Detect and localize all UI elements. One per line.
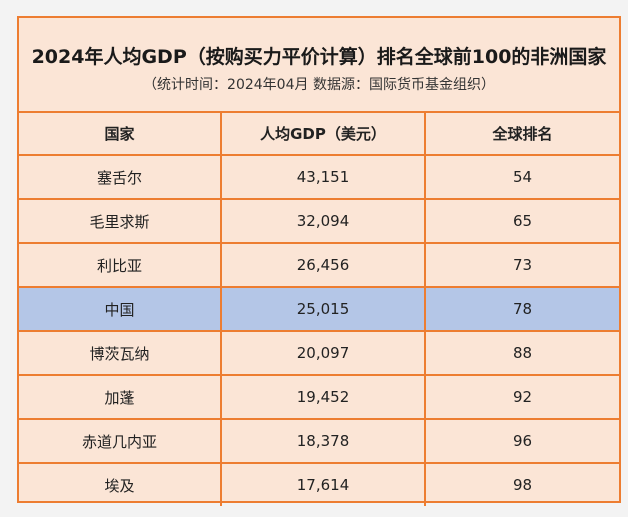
- column-header-rank: 全球排名: [424, 113, 619, 156]
- rank-cell: 54: [424, 154, 619, 200]
- gdp-cell: 32,094: [220, 198, 426, 244]
- table-row: 博茨瓦纳 20,097 88: [19, 330, 619, 376]
- rank-cell: 98: [424, 462, 619, 506]
- rank-cell: 65: [424, 198, 619, 244]
- gdp-cell: 20,097: [220, 330, 426, 376]
- gdp-cell: 18,378: [220, 418, 426, 464]
- rank-cell: 88: [424, 330, 619, 376]
- title-block: 2024年人均GDP（按购买力平价计算）排名全球前100的非洲国家 （统计时间：…: [19, 18, 619, 113]
- gdp-cell: 26,456: [220, 242, 426, 288]
- table-subtitle: （统计时间：2024年04月 数据源：国际货币基金组织）: [143, 77, 495, 93]
- rank-cell: 78: [424, 286, 619, 332]
- country-cell: 埃及: [19, 462, 222, 506]
- table-row-highlighted: 中国 25,015 78: [19, 286, 619, 332]
- table-row: 塞舌尔 43,151 54: [19, 154, 619, 200]
- country-cell: 毛里求斯: [19, 198, 222, 244]
- table-row: 赤道几内亚 18,378 96: [19, 418, 619, 464]
- gdp-cell: 25,015: [220, 286, 426, 332]
- table-row: 毛里求斯 32,094 65: [19, 198, 619, 244]
- table-row: 利比亚 26,456 73: [19, 242, 619, 288]
- gdp-cell: 17,614: [220, 462, 426, 506]
- gdp-ranking-table: 国家 人均GDP（美元） 全球排名 塞舌尔 43,151 54 毛里求斯 32,…: [19, 113, 619, 506]
- country-cell: 加蓬: [19, 374, 222, 420]
- gdp-cell: 43,151: [220, 154, 426, 200]
- country-cell: 赤道几内亚: [19, 418, 222, 464]
- country-cell: 中国: [19, 286, 222, 332]
- country-cell: 利比亚: [19, 242, 222, 288]
- table-row: 加蓬 19,452 92: [19, 374, 619, 420]
- column-header-country: 国家: [19, 113, 222, 156]
- rank-cell: 73: [424, 242, 619, 288]
- column-header-gdp: 人均GDP（美元）: [220, 113, 426, 156]
- ranking-table-sheet: 2024年人均GDP（按购买力平价计算）排名全球前100的非洲国家 （统计时间：…: [17, 16, 621, 506]
- gdp-cell: 19,452: [220, 374, 426, 420]
- country-cell: 塞舌尔: [19, 154, 222, 200]
- header-row: 国家 人均GDP（美元） 全球排名: [19, 113, 619, 156]
- table-row: 埃及 17,614 98: [19, 462, 619, 506]
- table-title: 2024年人均GDP（按购买力平价计算）排名全球前100的非洲国家: [31, 46, 607, 68]
- rank-cell: 96: [424, 418, 619, 464]
- rank-cell: 92: [424, 374, 619, 420]
- country-cell: 博茨瓦纳: [19, 330, 222, 376]
